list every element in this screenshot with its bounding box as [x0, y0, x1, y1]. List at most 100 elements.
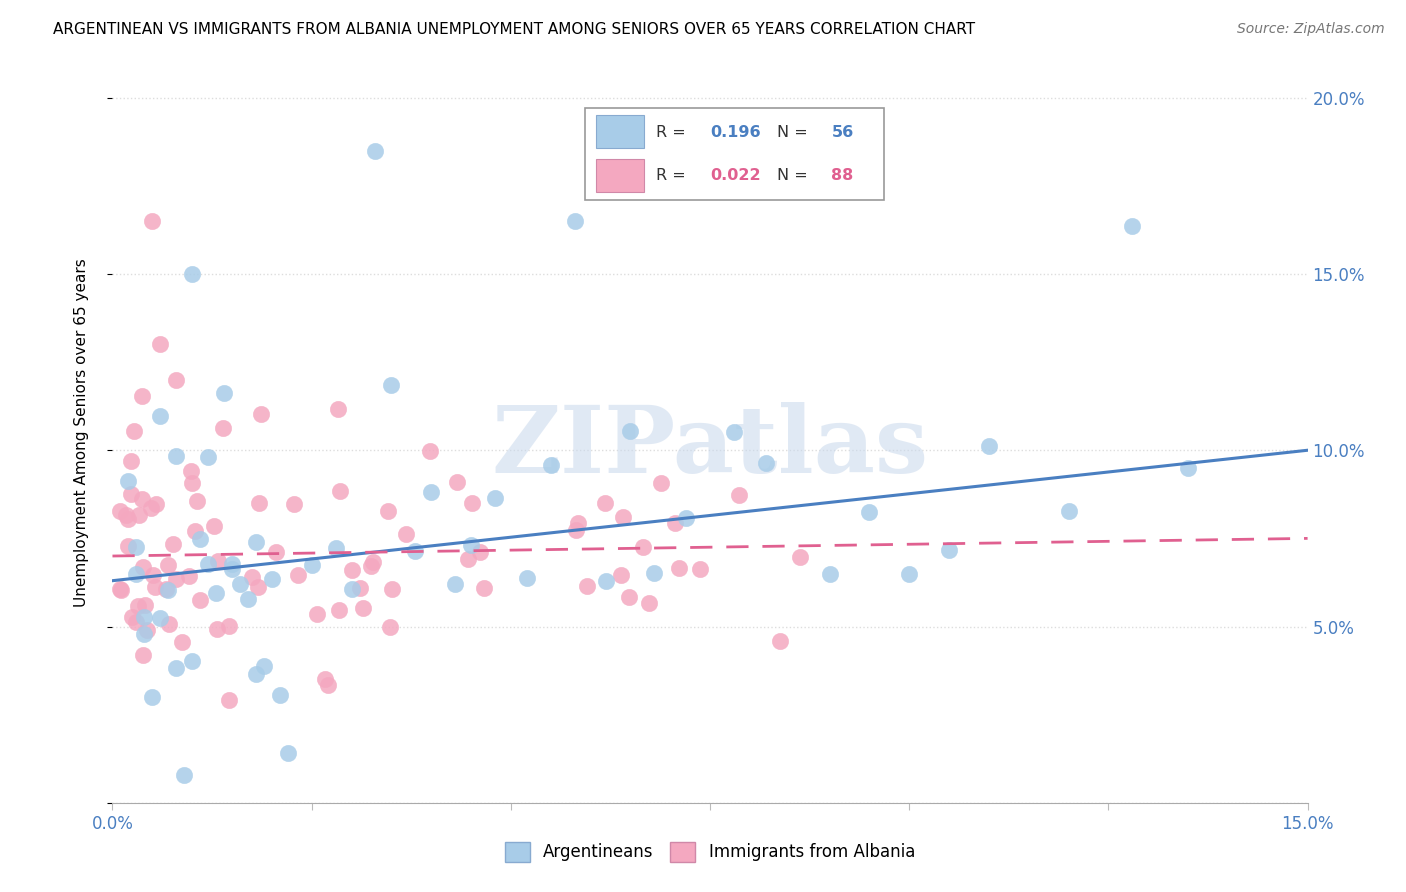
Point	[128, 508, 150, 522]
Point	[207, 554, 229, 568]
Point	[135, 623, 157, 637]
Text: 56: 56	[831, 125, 853, 140]
Point	[664, 516, 686, 530]
Text: R =: R =	[657, 125, 690, 140]
Point	[565, 524, 588, 538]
Point	[172, 635, 194, 649]
Point	[132, 560, 155, 574]
Point	[612, 509, 634, 524]
Point	[564, 214, 586, 228]
Point	[188, 533, 211, 547]
Text: ARGENTINEAN VS IMMIGRANTS FROM ALBANIA UNEMPLOYMENT AMONG SENIORS OVER 65 YEARS : ARGENTINEAN VS IMMIGRANTS FROM ALBANIA U…	[53, 22, 976, 37]
Point	[125, 566, 148, 581]
Point	[157, 616, 180, 631]
Point	[184, 524, 207, 539]
Point	[446, 475, 468, 489]
Point	[218, 692, 240, 706]
Point	[340, 582, 363, 596]
Point	[253, 658, 276, 673]
Text: ZIPatlas: ZIPatlas	[492, 402, 928, 492]
Point	[181, 476, 204, 491]
Point	[381, 582, 404, 596]
Point	[576, 579, 599, 593]
FancyBboxPatch shape	[596, 160, 644, 193]
Point	[156, 558, 179, 572]
Point	[125, 615, 148, 630]
Point	[468, 545, 491, 559]
Point	[247, 496, 270, 510]
Point	[595, 574, 617, 588]
Point	[619, 424, 641, 438]
Point	[314, 672, 336, 686]
Point	[595, 495, 617, 509]
Point	[115, 508, 138, 523]
Point	[125, 540, 148, 554]
Point	[301, 558, 323, 572]
Point	[173, 767, 195, 781]
Point	[162, 537, 184, 551]
Point	[723, 425, 745, 439]
Point	[141, 690, 163, 704]
Point	[229, 577, 252, 591]
Point	[460, 538, 482, 552]
Point	[221, 562, 243, 576]
Point	[181, 654, 204, 668]
Point	[352, 601, 374, 615]
Point	[218, 619, 240, 633]
Point	[260, 572, 283, 586]
Point	[305, 607, 328, 621]
Point	[484, 491, 506, 505]
Point	[188, 592, 211, 607]
Point	[277, 747, 299, 761]
Point	[110, 582, 132, 596]
Text: 0.022: 0.022	[710, 168, 761, 183]
Point	[177, 569, 200, 583]
Y-axis label: Unemployment Among Seniors over 65 years: Unemployment Among Seniors over 65 years	[75, 259, 89, 607]
Point	[363, 555, 385, 569]
Point	[211, 421, 233, 435]
Point	[340, 563, 363, 577]
Point	[420, 484, 443, 499]
Point	[329, 483, 352, 498]
Legend: Argentineans, Immigrants from Albania: Argentineans, Immigrants from Albania	[498, 835, 922, 869]
Point	[134, 598, 156, 612]
Point	[134, 627, 156, 641]
Point	[818, 567, 841, 582]
Point	[122, 424, 145, 438]
Point	[165, 660, 187, 674]
Point	[246, 580, 269, 594]
Point	[149, 409, 172, 423]
Text: 0.196: 0.196	[710, 125, 761, 140]
Point	[675, 510, 697, 524]
Point	[141, 214, 163, 228]
Point	[117, 540, 139, 554]
Point	[516, 570, 538, 584]
Point	[197, 450, 219, 464]
Point	[419, 444, 441, 458]
Point	[461, 496, 484, 510]
Point	[1121, 219, 1143, 234]
Point	[120, 487, 142, 501]
Point	[457, 551, 479, 566]
Point	[181, 267, 204, 281]
Point	[650, 476, 672, 491]
Point	[325, 541, 347, 555]
Point	[316, 678, 339, 692]
Point	[165, 572, 187, 586]
Point	[789, 549, 811, 564]
Point	[264, 545, 287, 559]
Point	[755, 456, 778, 470]
Point	[245, 667, 267, 681]
Point	[540, 458, 562, 472]
Point	[617, 590, 640, 604]
Point	[283, 497, 305, 511]
Point	[131, 648, 153, 662]
FancyBboxPatch shape	[596, 115, 644, 148]
Point	[377, 504, 399, 518]
Point	[149, 337, 172, 351]
Point	[858, 505, 880, 519]
Point	[1057, 504, 1080, 518]
Point	[689, 562, 711, 576]
Point	[769, 634, 792, 648]
Text: R =: R =	[657, 168, 690, 183]
